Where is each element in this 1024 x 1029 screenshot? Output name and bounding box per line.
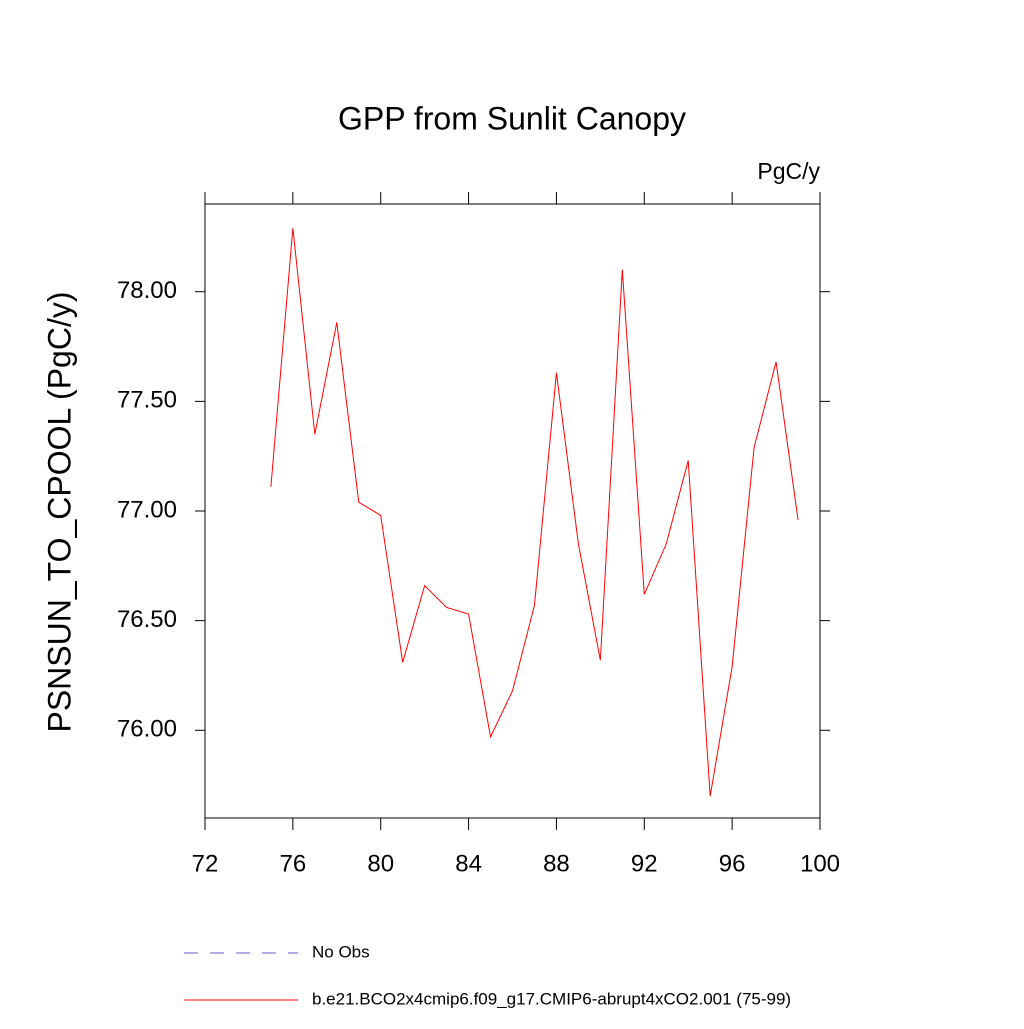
legend-label: No Obs — [312, 942, 370, 961]
y-tick-label: 76.00 — [117, 716, 177, 743]
x-tick-label: 100 — [800, 850, 840, 877]
y-tick-label: 76.50 — [117, 606, 177, 633]
y-tick-label: 77.00 — [117, 496, 177, 523]
x-tick-label: 88 — [543, 850, 570, 877]
series-line — [270, 228, 799, 797]
x-tick-label: 76 — [280, 850, 307, 877]
plot-frame — [204, 203, 821, 819]
x-tick-label: 96 — [719, 850, 746, 877]
legend-label: b.e21.BCO2x4cmip6.f09_g17.CMIP6-abrupt4x… — [312, 989, 791, 1008]
y-tick-label: 78.00 — [117, 277, 177, 304]
x-tick-label: 92 — [631, 850, 658, 877]
x-tick-label: 84 — [455, 850, 482, 877]
y-axis-label: PSNSUN_TO_CPOOL (PgC/y) — [41, 292, 77, 733]
x-tick-label: 72 — [192, 850, 219, 877]
y-tick-label: 77.50 — [117, 387, 177, 414]
units-label: PgC/y — [757, 158, 820, 184]
x-tick-label: 80 — [367, 850, 394, 877]
chart-title: GPP from Sunlit Canopy — [338, 100, 686, 136]
